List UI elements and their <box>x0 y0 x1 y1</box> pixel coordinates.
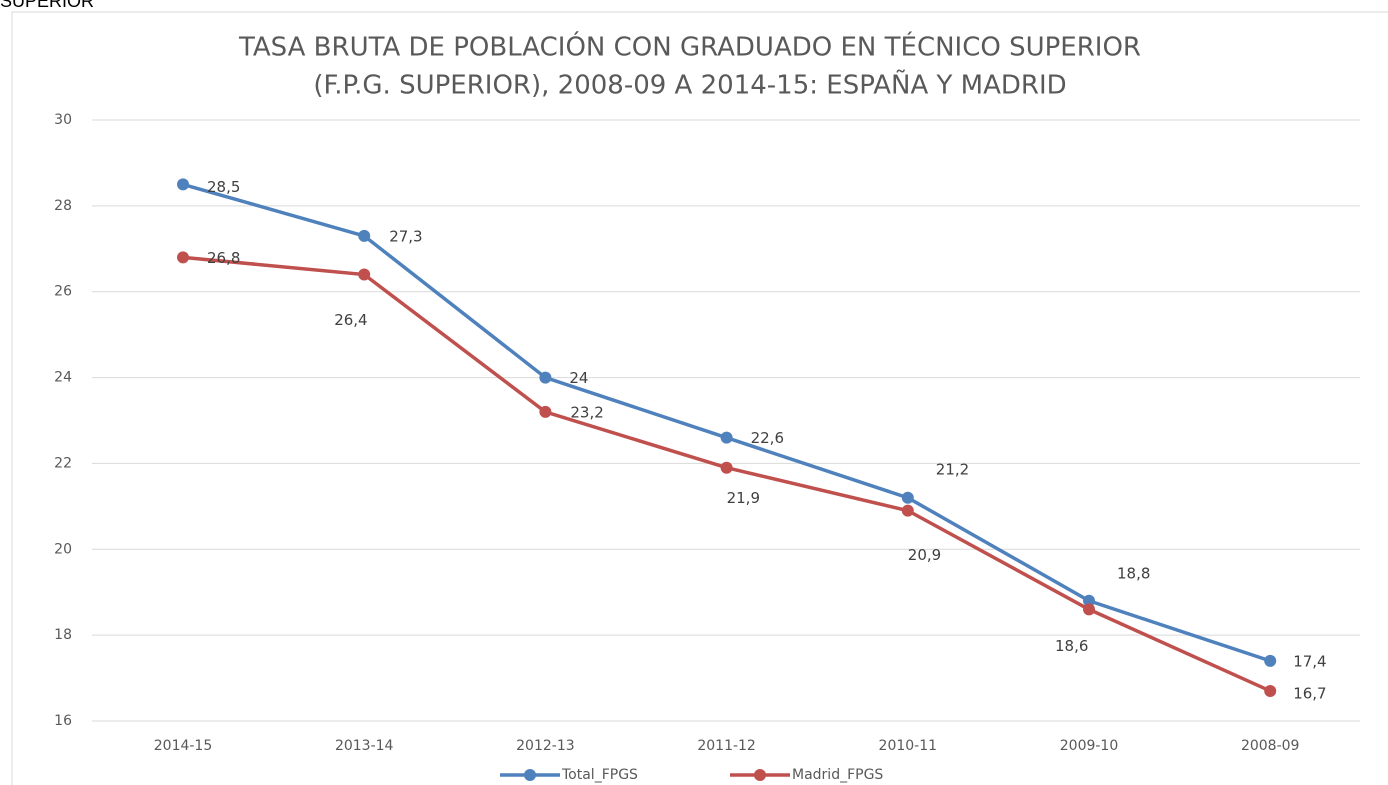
data-label: 16,7 <box>1293 684 1326 702</box>
point <box>539 371 552 384</box>
point <box>901 491 914 504</box>
chart-title: TASA BRUTA DE POBLACIÓN CON GRADUADO EN … <box>238 31 1141 63</box>
caption: SUPERIOR <box>0 0 94 11</box>
x-tick-label: 2013-14 <box>335 738 394 754</box>
data-label: 28,5 <box>207 178 240 196</box>
data-label: 18,8 <box>1117 564 1150 582</box>
point <box>720 431 733 444</box>
chart-frame <box>11 11 1388 785</box>
y-tick-label: 26 <box>54 284 72 300</box>
chart-title: (F.P.G. SUPERIOR), 2008-09 A 2014-15: ES… <box>313 69 1066 101</box>
data-label: 17,4 <box>1293 652 1326 670</box>
x-tick-label: 2009-10 <box>1060 738 1119 754</box>
x-tick-label: 2008-09 <box>1241 738 1300 754</box>
y-tick-label: 20 <box>54 541 72 557</box>
data-label: 21,2 <box>936 460 969 478</box>
y-tick-label: 30 <box>54 112 72 128</box>
point <box>1083 594 1095 607</box>
point <box>1083 603 1095 616</box>
data-label: 23,2 <box>570 403 603 421</box>
data-label: 26,4 <box>334 311 367 329</box>
data-label: 18,6 <box>1055 637 1088 655</box>
point <box>720 461 733 474</box>
y-tick-label: 22 <box>54 455 72 471</box>
x-tick-label: 2010-11 <box>879 738 938 754</box>
legend-label: Total_FPGS <box>561 767 638 783</box>
y-tick-label: 18 <box>54 627 72 643</box>
data-label: 24 <box>569 369 588 387</box>
point <box>1264 654 1277 667</box>
legend-marker <box>524 769 536 781</box>
point <box>177 251 189 264</box>
x-tick-label: 2014-15 <box>154 738 213 754</box>
point <box>1264 684 1277 697</box>
y-tick-label: 24 <box>54 370 72 386</box>
point <box>358 268 371 281</box>
point <box>177 178 189 191</box>
point <box>358 229 371 242</box>
x-tick-label: 2012-13 <box>516 738 575 754</box>
legend-marker <box>754 769 766 781</box>
data-label: 20,9 <box>908 546 941 564</box>
data-label: 22,6 <box>751 429 784 447</box>
legend-label: Madrid_FPGS <box>792 767 883 783</box>
y-tick-label: 28 <box>54 198 72 214</box>
x-tick-label: 2011-12 <box>697 738 756 754</box>
point <box>901 504 914 517</box>
y-tick-label: 16 <box>54 713 72 729</box>
data-label: 27,3 <box>389 227 422 245</box>
point <box>539 405 552 418</box>
data-label: 21,9 <box>727 489 760 507</box>
data-label: 26,8 <box>207 249 240 267</box>
